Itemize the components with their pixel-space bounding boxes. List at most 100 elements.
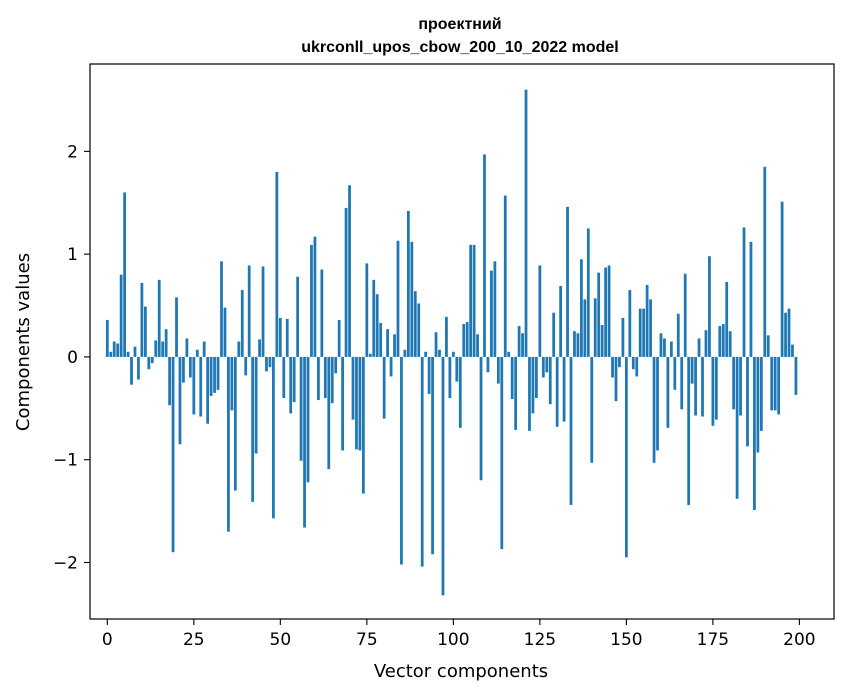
bar [759, 356, 763, 431]
bar [372, 279, 376, 357]
bar [261, 266, 265, 357]
bar [361, 356, 365, 494]
bar [320, 269, 324, 357]
bar [285, 318, 289, 357]
x-tick-label: 150 [610, 630, 642, 650]
bar [213, 356, 216, 393]
bar [773, 356, 777, 411]
bar [787, 308, 791, 357]
bar [469, 244, 473, 357]
bar [109, 351, 113, 357]
bar [548, 356, 552, 405]
bar [555, 356, 559, 427]
bar [521, 333, 524, 357]
x-tick-label: 175 [697, 630, 729, 650]
x-tick-label: 50 [270, 630, 292, 650]
bar [510, 356, 514, 400]
bar [680, 356, 684, 410]
bar [355, 356, 358, 450]
bar [133, 346, 137, 357]
bar [649, 299, 652, 357]
y-tick-label: 0 [67, 348, 78, 368]
bar [206, 356, 210, 424]
bar [739, 356, 742, 416]
bar [216, 356, 220, 390]
bar [445, 316, 448, 357]
bar [784, 312, 787, 357]
bar [410, 241, 414, 357]
bar [618, 356, 621, 368]
bar [310, 244, 313, 357]
bar [669, 341, 673, 357]
bar [493, 261, 497, 357]
bar [317, 356, 320, 401]
bar [448, 356, 452, 399]
bar [164, 329, 168, 357]
bar [746, 356, 749, 447]
bar [479, 356, 483, 481]
y-tick-label: −1 [53, 451, 78, 471]
bar [237, 341, 241, 357]
bar [638, 308, 642, 357]
bar [251, 356, 255, 502]
bar [600, 325, 604, 357]
bar [580, 259, 583, 357]
bar [718, 326, 722, 357]
bar [573, 331, 576, 357]
bar [791, 344, 794, 357]
bar [220, 261, 223, 357]
bar [389, 356, 393, 377]
bar [306, 356, 310, 483]
bar [687, 356, 691, 505]
bar [528, 356, 531, 431]
x-axis-label: Vector components [374, 661, 548, 682]
bar [704, 330, 708, 357]
bar [614, 356, 618, 402]
bar [368, 353, 372, 357]
bar [396, 240, 400, 357]
bar [351, 356, 355, 420]
bar [209, 356, 213, 396]
bar [116, 343, 120, 357]
plot-area-frame [89, 63, 835, 620]
bar [150, 356, 154, 364]
chart-title-line-1: проектний [418, 16, 501, 33]
bar [154, 340, 158, 357]
x-tick-label: 100 [437, 630, 469, 650]
bar [105, 319, 109, 357]
bar [538, 265, 542, 357]
bar [753, 356, 756, 511]
x-tick-label: 0 [102, 630, 113, 650]
bar [143, 306, 147, 357]
bar [420, 356, 424, 567]
bar [424, 351, 428, 357]
bar [365, 263, 369, 357]
bar [742, 227, 746, 357]
x-tick-label: 25 [183, 630, 205, 650]
bar [393, 334, 396, 357]
bar [178, 356, 182, 445]
bar [195, 349, 199, 357]
bar [348, 185, 351, 357]
bar [514, 356, 518, 430]
bar [379, 323, 383, 357]
bar [185, 338, 189, 357]
bar [624, 356, 628, 558]
bar [244, 356, 248, 376]
y-tick-label: 2 [67, 142, 78, 162]
bar [486, 356, 490, 373]
bar [711, 356, 715, 426]
bar [483, 154, 486, 357]
bar [278, 317, 282, 357]
bar [434, 332, 438, 357]
y-tick-label: −2 [53, 553, 78, 573]
bar [541, 356, 545, 378]
bar [666, 356, 670, 428]
bar [254, 356, 258, 454]
bar [112, 341, 116, 357]
bar [642, 308, 646, 357]
bar [503, 195, 507, 357]
bar [386, 329, 389, 357]
bar [265, 356, 268, 372]
